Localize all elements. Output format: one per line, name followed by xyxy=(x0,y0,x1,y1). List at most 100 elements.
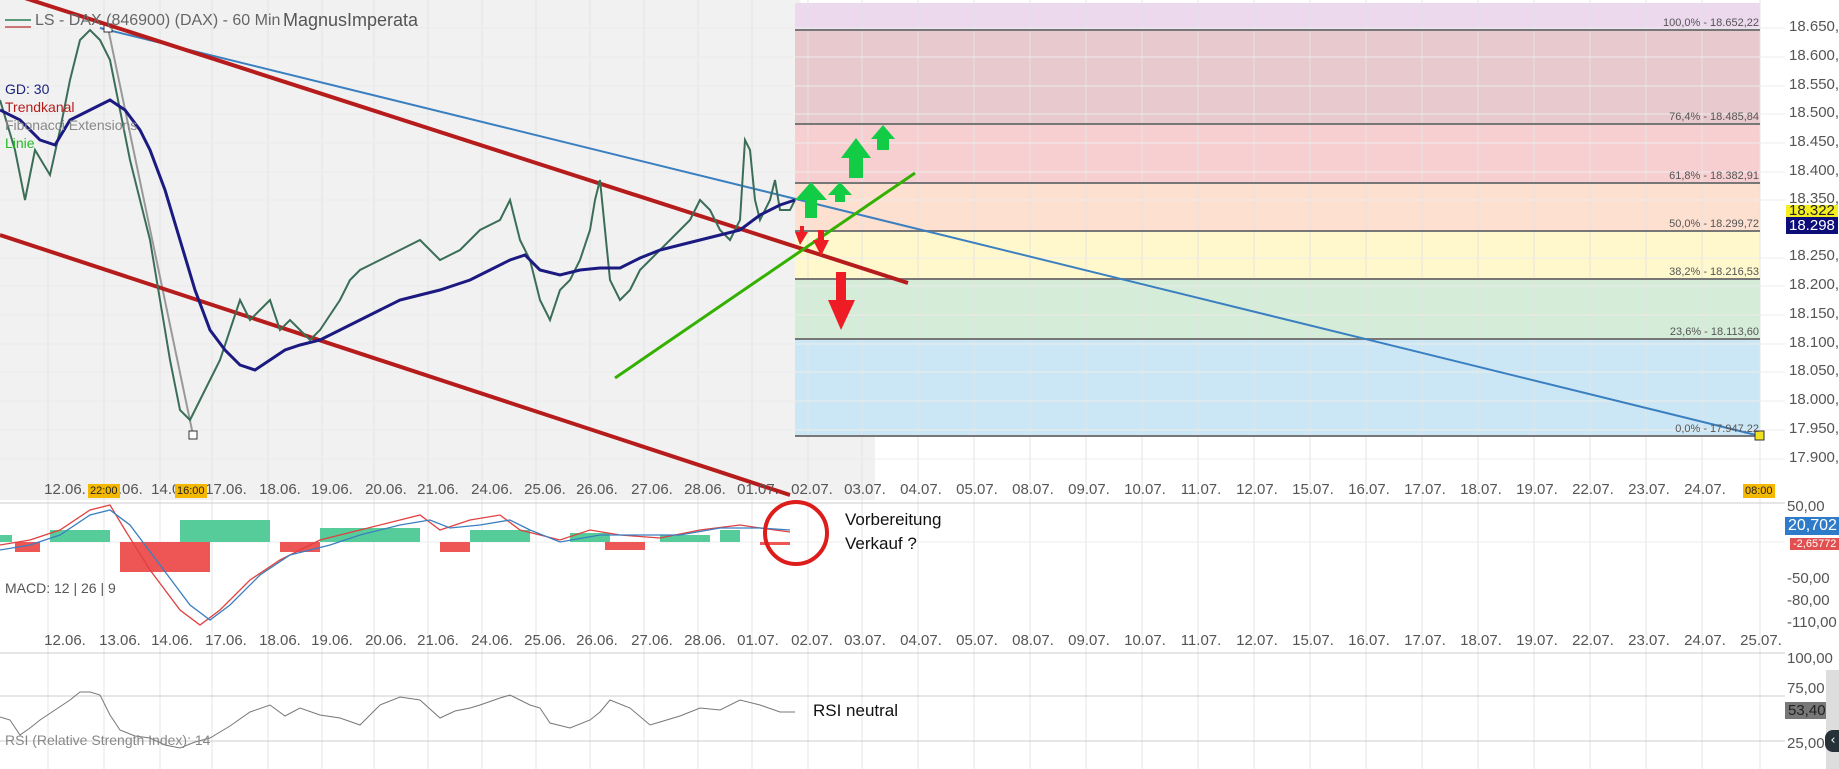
time-tick: 12.06. xyxy=(44,632,86,649)
time-tick: 04.07. xyxy=(900,632,942,649)
time-tick: 19.06. xyxy=(311,632,353,649)
crosshair-time-badge: 08:00 xyxy=(1743,484,1775,498)
time-tick: 26.06. xyxy=(576,632,618,649)
time-tick: 08.07. xyxy=(1012,481,1054,498)
macd-signal-badge: -2,65772 xyxy=(1790,538,1839,550)
rsi-tick: 75,00 xyxy=(1787,680,1825,697)
time-tick: 14.06. xyxy=(151,632,193,649)
side-panel-handle[interactable] xyxy=(1826,670,1839,769)
time-tick: 20.06. xyxy=(365,632,407,649)
time-tick: 28.06. xyxy=(684,481,726,498)
macd-tick: -80,00 xyxy=(1787,592,1830,609)
fib-label-23: 23,6% - 18.113,60 xyxy=(1669,326,1759,338)
time-tick: 19.07. xyxy=(1516,632,1558,649)
rsi-value-badge: 53,40 xyxy=(1785,702,1833,719)
last-price-badge: 18.298 xyxy=(1786,217,1838,234)
fib-label-100: 100,0% - 18.652,22 xyxy=(1662,17,1759,29)
indicator-legend-swatch xyxy=(5,19,31,28)
time-tick: 18.07. xyxy=(1460,481,1502,498)
time-tick: 15.07. xyxy=(1292,481,1334,498)
time-tick: 17.07. xyxy=(1404,481,1446,498)
time-tick: 26.06. xyxy=(576,481,618,498)
time-tick: 08.07. xyxy=(1012,632,1054,649)
macd-tick: -50,00 xyxy=(1787,570,1830,587)
price-tick: 18.550, xyxy=(1789,76,1839,93)
price-tick: 18.350, xyxy=(1789,190,1839,207)
macd-tick: 50,00 xyxy=(1787,498,1825,515)
price-tick: 18.600, xyxy=(1789,47,1839,64)
crosshair-time-badge: 16:00 xyxy=(175,484,207,498)
time-tick: 13.06. xyxy=(99,632,141,649)
rsi-tick: 100,00 xyxy=(1787,650,1833,667)
macd-value-badge: 20,702 xyxy=(1785,517,1839,535)
price-tick: 18.150, xyxy=(1789,305,1839,322)
time-tick: 24.06. xyxy=(471,481,513,498)
time-tick: 16.07. xyxy=(1348,481,1390,498)
time-tick: 24.07. xyxy=(1684,481,1726,498)
time-tick: 01.07. xyxy=(737,632,779,649)
legend-linie[interactable]: Linie xyxy=(5,135,35,151)
price-tick: 18.450, xyxy=(1789,133,1839,150)
fib-label-38: 38,2% - 18.216,53 xyxy=(1669,266,1759,278)
time-tick: 05.07. xyxy=(956,481,998,498)
fib-label-0: 0,0% - 17.947,22 xyxy=(1675,423,1759,435)
time-tick: 03.07. xyxy=(844,481,886,498)
time-tick: 27.06. xyxy=(631,481,673,498)
legend-trendkanal[interactable]: Trendkanal xyxy=(5,99,75,115)
time-tick: 09.07. xyxy=(1068,632,1110,649)
time-tick: 22.07. xyxy=(1572,632,1614,649)
macd-tick: -110,00 xyxy=(1787,614,1837,631)
time-tick: 19.06. xyxy=(311,481,353,498)
fib-label-50: 50,0% - 18.299,72 xyxy=(1669,218,1759,230)
rsi-label[interactable]: RSI (Relative Strength Index): 14 xyxy=(5,732,211,748)
macd-label[interactable]: MACD: 12 | 26 | 9 xyxy=(5,580,116,596)
time-tick: 20.06. xyxy=(365,481,407,498)
time-tick: 11.07. xyxy=(1180,481,1222,498)
price-tick: 18.500, xyxy=(1789,104,1839,121)
time-tick: 22.07. xyxy=(1572,481,1614,498)
time-tick: 12.06. xyxy=(44,481,86,498)
price-tick: 18.250, xyxy=(1789,247,1839,264)
time-tick: 05.07. xyxy=(956,632,998,649)
time-tick: 17.07. xyxy=(1404,632,1446,649)
time-tick: 23.07. xyxy=(1628,481,1670,498)
price-tick: 17.950, xyxy=(1789,420,1839,437)
time-tick: 17.06. xyxy=(205,632,247,649)
price-tick: 18.000, xyxy=(1789,391,1839,408)
price-tick: 18.050, xyxy=(1789,362,1839,379)
instrument-title: LS - DAX (846900) (DAX) - 60 Min xyxy=(35,12,281,29)
macd-annotation-line2: Verkauf ? xyxy=(845,534,917,553)
time-tick: 23.07. xyxy=(1628,632,1670,649)
time-tick: 18.06. xyxy=(259,481,301,498)
time-tick: 21.06. xyxy=(417,481,459,498)
fib-label-76: 76,4% - 18.485,84 xyxy=(1669,111,1759,123)
time-tick: 15.07. xyxy=(1292,632,1334,649)
time-tick: 11.07. xyxy=(1180,632,1222,649)
time-tick: 02.07. xyxy=(791,632,833,649)
crosshair-time-badge: 22:00 xyxy=(88,484,120,498)
collapse-chevron-icon[interactable]: ‹ xyxy=(1825,730,1839,752)
time-tick: 28.06. xyxy=(684,632,726,649)
macd-annotation-line1: Vorbereitung xyxy=(845,510,942,529)
time-tick: 25.06. xyxy=(524,481,566,498)
time-tick: 10.07. xyxy=(1124,632,1166,649)
price-tick: 17.900, xyxy=(1789,449,1839,466)
legend-gd30[interactable]: GD: 30 xyxy=(5,81,50,97)
time-tick: 18.06. xyxy=(259,632,301,649)
time-tick: 16.07. xyxy=(1348,632,1390,649)
rsi-tick: 25,00 xyxy=(1787,735,1825,752)
legend-fibonacci[interactable]: Fibonacci Extensions xyxy=(5,117,138,133)
time-tick: 17.06. xyxy=(205,481,247,498)
time-tick: 12.07. xyxy=(1236,632,1278,649)
time-tick: 02.07. xyxy=(791,481,833,498)
price-tick: 18.100, xyxy=(1789,334,1839,351)
price-tick: 18.400, xyxy=(1789,162,1839,179)
time-tick: 01.07. xyxy=(737,481,779,498)
time-tick: 21.06. xyxy=(417,632,459,649)
time-tick: 25.06. xyxy=(524,632,566,649)
time-tick: 25.07. xyxy=(1740,632,1782,649)
price-tick: 18.650, xyxy=(1789,18,1839,35)
time-tick: 12.07. xyxy=(1236,481,1278,498)
rsi-annotation: RSI neutral xyxy=(813,701,899,720)
